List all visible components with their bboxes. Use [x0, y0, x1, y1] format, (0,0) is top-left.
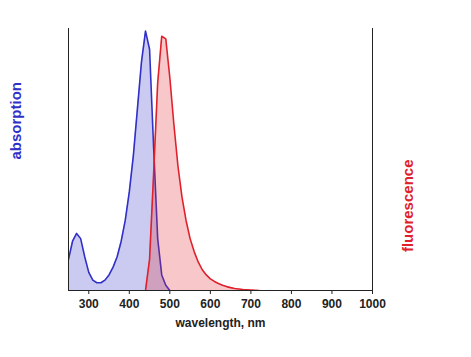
- svg-text:300: 300: [79, 297, 99, 311]
- svg-text:700: 700: [241, 297, 261, 311]
- svg-text:500: 500: [160, 297, 180, 311]
- svg-text:800: 800: [281, 297, 301, 311]
- svg-text:wavelength, nm: wavelength, nm: [174, 316, 265, 330]
- svg-text:600: 600: [200, 297, 220, 311]
- svg-text:400: 400: [119, 297, 139, 311]
- svg-text:absorption: absorption: [7, 82, 24, 160]
- svg-text:1000: 1000: [359, 297, 386, 311]
- svg-text:900: 900: [322, 297, 342, 311]
- svg-text:fluorescence: fluorescence: [399, 160, 416, 253]
